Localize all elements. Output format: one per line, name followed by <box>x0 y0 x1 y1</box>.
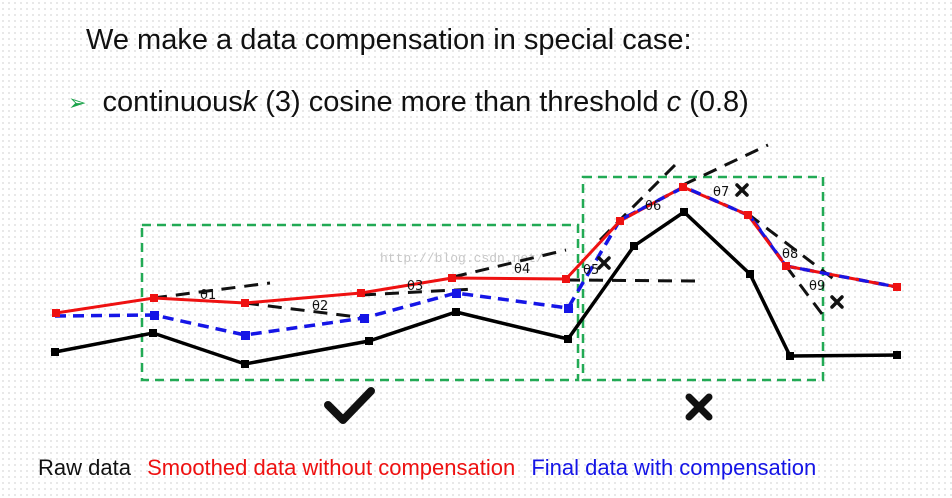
tangent-line-8 <box>747 212 836 282</box>
raw-marker <box>630 242 638 250</box>
raw-marker <box>786 352 794 360</box>
theta-label-9: θ9 <box>809 279 825 294</box>
k-symbol: k <box>242 86 258 118</box>
legend: Raw data Smoothed data without compensat… <box>38 455 826 481</box>
smoothed-marker <box>782 262 790 270</box>
raw-data-markers <box>51 208 901 368</box>
theta-label-8: θ8 <box>782 247 798 262</box>
smoothed-data-markers <box>52 183 901 317</box>
small-cross-icon <box>735 183 749 197</box>
final-marker <box>241 331 250 340</box>
final-marker <box>452 289 461 298</box>
bullet-text-prefix: continuous <box>102 86 243 118</box>
theta-label-1: θ1 <box>200 288 216 303</box>
raw-marker <box>564 335 572 343</box>
small-cross-marks <box>597 183 844 309</box>
cross-mark-icon <box>685 393 713 421</box>
smoothed-marker <box>448 274 456 282</box>
tangent-line-6 <box>598 158 682 242</box>
legend-raw-data: Raw data <box>38 455 131 480</box>
tangent-lines <box>152 143 836 320</box>
tangent-line-2 <box>244 301 366 320</box>
smoothed-marker <box>679 183 687 191</box>
tangent-line-4 <box>452 248 567 279</box>
slide-heading: We make a data compensation in special c… <box>86 24 692 56</box>
legend-final-data: Final data with compensation <box>531 455 817 480</box>
final-marker <box>150 311 159 320</box>
smoothed-marker <box>562 275 570 283</box>
theta-label-3: θ3 <box>407 279 423 294</box>
right-dashed-box <box>581 175 825 382</box>
final-data-markers <box>150 289 573 340</box>
smoothed-marker <box>616 217 624 225</box>
final-data-overlay <box>619 185 898 289</box>
smoothed-marker <box>893 283 901 291</box>
raw-marker <box>746 270 754 278</box>
theta-label-6: θ6 <box>645 199 661 214</box>
smoothed-marker <box>150 294 158 302</box>
bullet-point: ➢ continuous k (3) cosine more than thre… <box>68 86 749 119</box>
small-cross-icon <box>597 256 611 270</box>
left-dashed-box <box>140 223 580 382</box>
smoothed-marker <box>241 299 249 307</box>
theta-label-2: θ2 <box>312 299 328 314</box>
tangent-line-9 <box>784 265 827 319</box>
c-symbol: c <box>666 86 682 118</box>
raw-marker <box>149 329 157 337</box>
raw-marker <box>680 208 688 216</box>
theta-label-5: θ5 <box>583 263 599 278</box>
tangent-line-7 <box>682 143 769 187</box>
raw-marker <box>241 360 249 368</box>
theta-label-7: θ7 <box>713 185 729 200</box>
raw-marker <box>893 351 901 359</box>
small-cross-icon <box>830 295 844 309</box>
smoothed-marker <box>52 309 60 317</box>
c-value-text: (0.8) <box>681 86 749 118</box>
smoothed-marker <box>744 211 752 219</box>
tangent-line-5 <box>565 278 696 283</box>
raw-marker <box>51 348 59 356</box>
check-mark-icon <box>324 387 375 424</box>
theta-labels: θ1 θ2 θ3 θ4 θ5 θ6 θ7 θ8 θ9 <box>200 185 825 314</box>
watermark-text: http://blog.csdn.net/ <box>380 251 544 266</box>
smoothed-marker <box>357 289 365 297</box>
k-value-text: (3) cosine more than threshold <box>257 86 667 118</box>
legend-smoothed-data: Smoothed data without compensation <box>147 455 516 480</box>
raw-marker <box>452 308 460 316</box>
raw-marker <box>365 337 373 345</box>
green-arrow-bullet-icon: ➢ <box>68 89 87 115</box>
raw-data-line <box>54 209 898 366</box>
theta-label-4: θ4 <box>514 262 530 277</box>
tangent-line-1 <box>152 281 271 300</box>
final-marker <box>564 304 573 313</box>
final-marker <box>360 314 369 323</box>
